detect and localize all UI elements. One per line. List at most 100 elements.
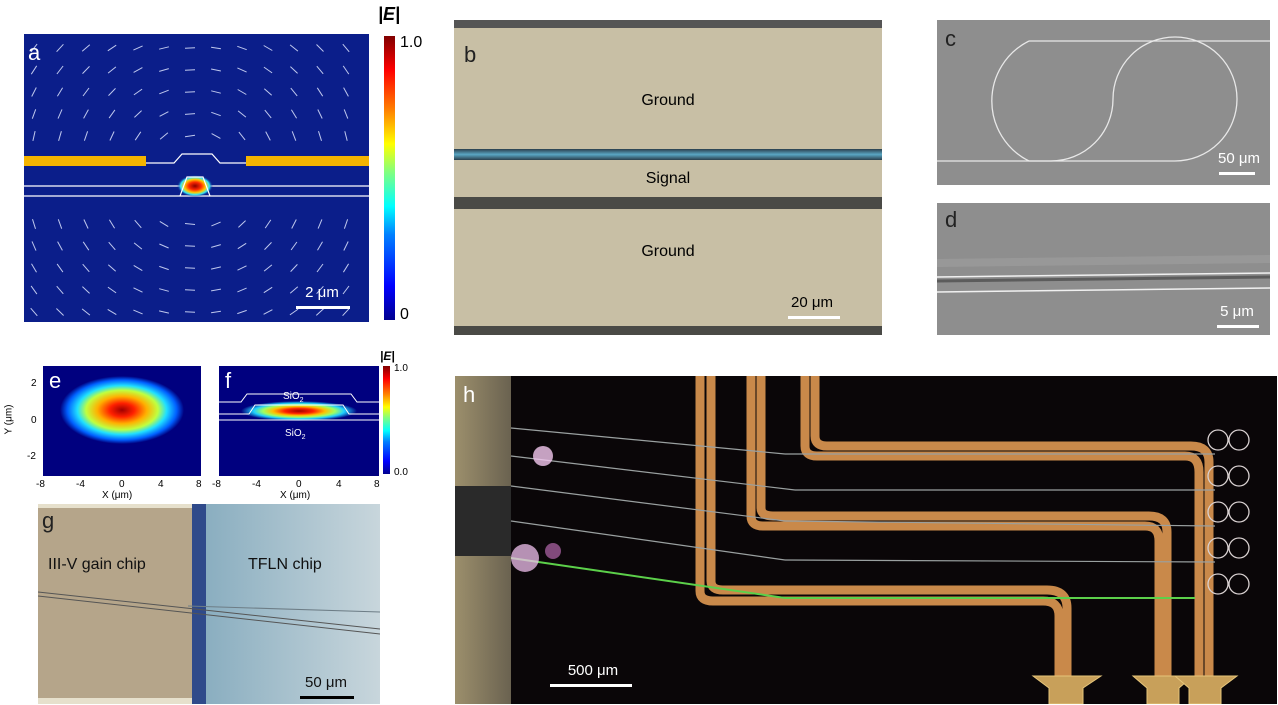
region-ground-bottom: Ground: [641, 243, 695, 260]
field-arrow: [237, 67, 247, 73]
panel-g: g III-V gain chip TFLN chip 50 μm: [38, 504, 380, 704]
panel-a: a 2 μm: [24, 34, 369, 322]
field-arrow: [133, 67, 143, 73]
field-arrow: [57, 219, 63, 229]
field-arrow: [184, 91, 196, 93]
field-arrow: [56, 285, 64, 295]
field-arrow: [291, 219, 297, 229]
field-arrow: [82, 263, 90, 273]
field-arrow: [32, 219, 36, 229]
field-arrow: [316, 44, 324, 52]
panel-f-material-bottom: SiO2: [285, 428, 306, 441]
panel-a-colorbar-max: 1.0: [400, 34, 423, 51]
field-arrow: [159, 68, 169, 72]
field-arrow: [81, 308, 91, 316]
panel-e-ytick-3: -2: [27, 451, 36, 462]
field-arrow: [317, 241, 323, 251]
panel-d-label: d: [945, 207, 958, 232]
electrode-left: [24, 156, 146, 166]
panel-a-colorbar: [384, 36, 395, 320]
panel-g-scalebar: [300, 696, 354, 699]
field-arrow: [342, 65, 350, 75]
field-arrow: [290, 264, 298, 272]
panel-f-colorbar-max: 1.0: [394, 363, 408, 374]
field-arrow: [159, 220, 169, 228]
field-arrow: [318, 131, 322, 141]
field-arrow: [32, 130, 36, 142]
field-arrow: [342, 307, 350, 317]
panel-a-field-arrows: [30, 43, 350, 317]
field-arrow: [133, 264, 143, 272]
panel-d: d 5 μm: [937, 203, 1270, 335]
field-arrow: [57, 109, 63, 119]
field-arrow: [82, 241, 90, 251]
panel-h-circuit: [510, 376, 1250, 704]
panel-h-facet-dark: [455, 486, 511, 556]
panel-f-label: f: [225, 368, 232, 393]
field-arrow: [133, 242, 143, 250]
field-arrow: [56, 87, 64, 97]
field-arrow: [237, 287, 247, 293]
field-arrow: [237, 110, 247, 118]
field-arrow: [159, 111, 169, 117]
field-arrow: [134, 110, 142, 118]
field-arrow: [109, 131, 115, 141]
field-arrow: [159, 265, 169, 271]
field-arrow: [108, 241, 116, 251]
field-arrow: [30, 43, 38, 53]
field-arrow: [263, 45, 273, 51]
field-arrow: [342, 263, 350, 273]
field-arrow: [316, 263, 324, 273]
field-arrow: [290, 241, 298, 251]
panel-b-label: b: [464, 42, 477, 67]
field-arrow: [184, 223, 196, 225]
field-arrow: [134, 219, 142, 229]
field-arrow: [107, 66, 117, 74]
field-arrow: [263, 286, 273, 294]
field-arrow: [133, 45, 143, 51]
field-arrow: [290, 87, 298, 97]
field-arrow: [184, 267, 196, 269]
panel-e-xtick-4: 4: [158, 479, 164, 490]
field-arrow: [31, 263, 37, 273]
panel-g-scalebar-label: 50 μm: [305, 674, 347, 691]
field-arrow: [184, 134, 196, 138]
panel-e-xlabel: X (μm): [102, 490, 133, 501]
field-arrow: [264, 242, 272, 250]
field-arrow: [159, 243, 169, 249]
field-arrow: [56, 263, 64, 273]
panel-g-waveguides: [38, 591, 380, 635]
field-arrow: [58, 131, 62, 141]
panel-a-label: a: [28, 40, 41, 65]
panel-d-scalebar-label: 5 μm: [1220, 303, 1254, 320]
field-arrow: [31, 241, 37, 251]
field-arrow: [107, 286, 117, 294]
field-arrow: [30, 307, 38, 317]
field-arrow: [133, 287, 143, 293]
panel-b-gap-top: [454, 149, 882, 160]
field-arrow: [30, 285, 38, 295]
field-arrow: [211, 111, 221, 117]
field-arrow: [57, 241, 63, 251]
field-arrow: [133, 309, 143, 315]
field-arrow: [263, 309, 273, 315]
panel-f-material-top: SiO2: [283, 391, 304, 404]
panel-c-scalebar: [1219, 172, 1255, 175]
field-arrow: [211, 310, 221, 314]
electrode-right: [246, 156, 369, 166]
field-arrow: [30, 65, 38, 75]
field-arrow: [317, 109, 323, 119]
field-arrow: [133, 88, 143, 96]
field-arrow: [82, 66, 90, 74]
field-arrow: [83, 131, 89, 141]
panel-e-ylabel: Y (μm): [3, 404, 15, 435]
field-arrow: [342, 285, 350, 295]
panel-f: f SiO2 SiO2: [219, 366, 379, 476]
panel-f-colorbar: [383, 366, 390, 474]
field-arrow: [290, 109, 298, 119]
panel-c: c 50 μm: [937, 20, 1270, 185]
field-arrow: [56, 308, 64, 316]
panel-a-colorbar-min: 0: [400, 306, 409, 323]
field-arrow: [82, 286, 90, 294]
field-arrow: [237, 309, 247, 315]
